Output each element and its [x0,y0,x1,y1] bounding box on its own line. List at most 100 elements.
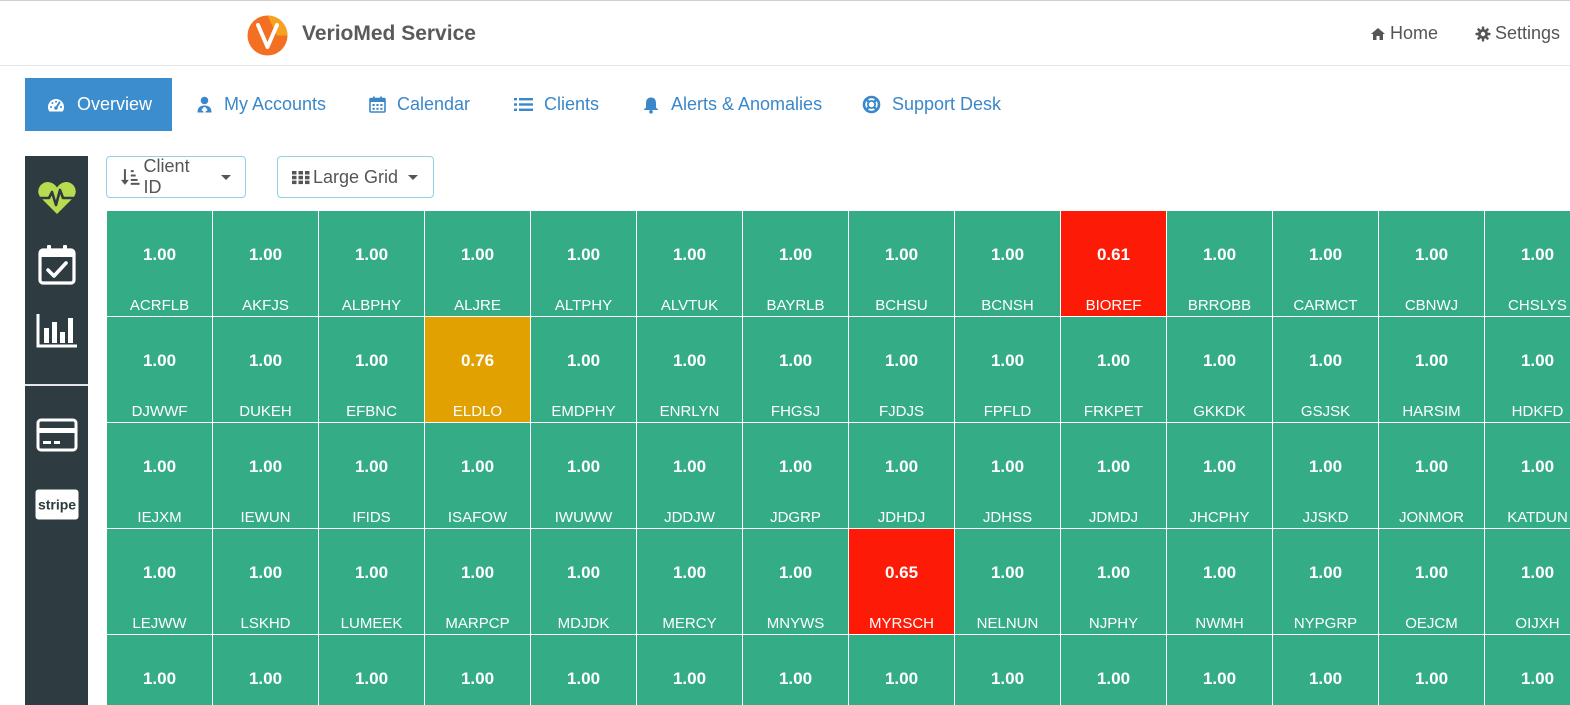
client-score: 1.00 [884,351,919,370]
client-tile[interactable]: 1.00 NYPGRP [1273,529,1378,634]
client-tile[interactable]: 1.00 JDHDJ [849,423,954,528]
sort-dropdown[interactable]: Client ID [106,156,246,198]
client-tile[interactable]: 1.00 ALTPHY [531,211,636,316]
client-id: ISAFOW [447,509,508,526]
client-tile[interactable]: 1.00 JDMDJ [1061,423,1166,528]
tab-clients[interactable]: Clients [514,78,599,131]
client-tile[interactable]: 1.00 JDGRP [743,423,848,528]
client-tile[interactable]: 1.00 NWMH [1167,529,1272,634]
client-score: 1.00 [460,669,495,688]
client-tile[interactable]: 1.00 JDHSS [955,423,1060,528]
client-tile[interactable]: 1.00 CBNWJ [1379,211,1484,316]
client-tile[interactable]: 0.76 ELDLO [425,317,530,422]
client-tile[interactable]: 1.00 [743,635,848,705]
tab-label: My Accounts [224,94,327,114]
client-tile[interactable]: 1.00 FJDJS [849,317,954,422]
client-score: 1.00 [1520,669,1555,688]
client-tile[interactable]: 1.00 MNYWS [743,529,848,634]
client-tile[interactable]: 1.00 FPFLD [955,317,1060,422]
tab-calendar[interactable]: Calendar [369,78,470,131]
client-tile[interactable]: 1.00 ISAFOW [425,423,530,528]
client-tile[interactable]: 1.00 JONMOR [1379,423,1484,528]
client-tile[interactable]: 1.00 OEJCM [1379,529,1484,634]
client-tile[interactable]: 1.00 [955,635,1060,705]
client-tile[interactable]: 1.00 ALJRE [425,211,530,316]
client-tile[interactable]: 1.00 HARSIM [1379,317,1484,422]
client-tile[interactable]: 1.00 OIJXH [1485,529,1570,634]
client-tile[interactable]: 1.00 [425,635,530,705]
sidebar-item-calendar[interactable] [25,244,88,286]
client-tile[interactable]: 1.00 [531,635,636,705]
client-tile[interactable]: 1.00 [1485,635,1570,705]
client-score: 0.65 [884,563,919,582]
client-tile[interactable]: 1.00 JHCPHY [1167,423,1272,528]
client-tile[interactable]: 1.00 DJWWF [107,317,212,422]
client-tile[interactable]: 1.00 LUMEEK [319,529,424,634]
client-tile[interactable]: 1.00 BAYRLB [743,211,848,316]
client-tile[interactable]: 1.00 IFIDS [319,423,424,528]
home-link[interactable]: Home [1370,23,1438,44]
client-tile[interactable]: 1.00 BCNSH [955,211,1060,316]
client-tile[interactable]: 0.65 MYRSCH [849,529,954,634]
client-tile[interactable]: 1.00 IEWUN [213,423,318,528]
client-tile[interactable]: 1.00 LSKHD [213,529,318,634]
tab-label: Alerts & Anomalies [671,94,823,114]
view-dropdown[interactable]: Large Grid [277,156,434,198]
client-tile[interactable]: 1.00 MERCY [637,529,742,634]
client-tile[interactable]: 1.00 ALVTUK [637,211,742,316]
client-tile[interactable]: 1.00 IWUWW [531,423,636,528]
client-tile[interactable]: 1.00 AKFJS [213,211,318,316]
tab-alerts-anomalies[interactable]: Alerts & Anomalies [642,78,822,131]
client-tile[interactable]: 1.00 [1167,635,1272,705]
client-id: ELDLO [452,403,503,420]
client-tile[interactable]: 1.00 BRROBB [1167,211,1272,316]
client-tile[interactable]: 1.00 [637,635,742,705]
client-tile[interactable]: 1.00 ALBPHY [319,211,424,316]
tab-my-accounts[interactable]: My Accounts [196,78,326,131]
client-tile[interactable]: 1.00 [213,635,318,705]
client-score: 1.00 [566,351,601,370]
veriomed-logo[interactable] [247,15,288,56]
client-tile[interactable]: 1.00 [319,635,424,705]
sidebar-item-health[interactable] [25,180,88,216]
client-tile[interactable]: 1.00 CARMCT [1273,211,1378,316]
client-score: 1.00 [778,245,813,264]
client-tile[interactable]: 1.00 HDKFD [1485,317,1570,422]
client-tile[interactable]: 0.61 BIOREF [1061,211,1166,316]
client-tile[interactable]: 1.00 GKKDK [1167,317,1272,422]
tab-overview[interactable]: Overview [25,78,173,131]
client-tile[interactable]: 1.00 IEJXM [107,423,212,528]
client-tile[interactable]: 1.00 LEJWW [107,529,212,634]
client-tile[interactable]: 1.00 JDDJW [637,423,742,528]
client-tile[interactable]: 1.00 [1379,635,1484,705]
client-tile[interactable]: 1.00 BCHSU [849,211,954,316]
client-tile[interactable]: 1.00 GSJSK [1273,317,1378,422]
client-tile[interactable]: 1.00 EFBNC [319,317,424,422]
client-tile[interactable]: 1.00 [849,635,954,705]
client-score: 1.00 [354,563,389,582]
client-tile[interactable]: 1.00 KATDUN [1485,423,1570,528]
client-tile[interactable]: 1.00 NJPHY [1061,529,1166,634]
client-tile[interactable]: 1.00 CHSLYS [1485,211,1570,316]
client-tile[interactable]: 1.00 ENRLYN [637,317,742,422]
tab-support-desk[interactable]: Support Desk [862,78,1001,131]
sidebar-item-billing[interactable] [25,418,88,452]
client-tile[interactable]: 1.00 MDJDK [531,529,636,634]
client-tile[interactable]: 1.00 ACRFLB [107,211,212,316]
sidebar-item-stripe[interactable]: stripe [25,489,88,520]
client-tile[interactable]: 1.00 FRKPET [1061,317,1166,422]
client-tile[interactable]: 1.00 JJSKD [1273,423,1378,528]
settings-link[interactable]: Settings [1475,23,1560,44]
client-tile[interactable]: 1.00 DUKEH [213,317,318,422]
brand-name[interactable]: VerioMed Service [302,22,476,45]
client-tile[interactable]: 1.00 FHGSJ [743,317,848,422]
client-score: 1.00 [1202,351,1237,370]
client-tile[interactable]: 1.00 EMDPHY [531,317,636,422]
client-tile[interactable]: 1.00 [1061,635,1166,705]
client-tile[interactable]: 1.00 NELNUN [955,529,1060,634]
client-tile[interactable]: 1.00 MARPCP [425,529,530,634]
client-tile[interactable]: 1.00 [1273,635,1378,705]
client-tile[interactable]: 1.00 [107,635,212,705]
sort-label: Client ID [143,156,190,197]
sidebar-item-analytics[interactable] [25,313,88,349]
